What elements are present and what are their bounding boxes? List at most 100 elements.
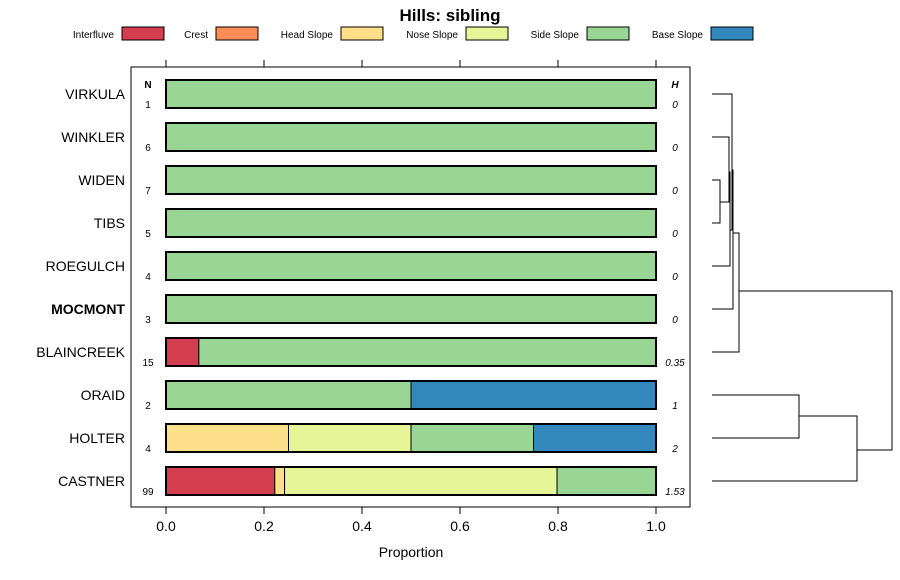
bar-outline xyxy=(165,165,657,195)
h-value: 0 xyxy=(672,315,678,326)
n-value: 5 xyxy=(145,229,151,240)
row-label: ORAID xyxy=(81,387,125,403)
bar-outline xyxy=(165,294,657,324)
legend-swatch xyxy=(465,26,509,41)
row-label: MOCMONT xyxy=(51,301,125,317)
legend-label: Crest xyxy=(184,30,208,41)
dendrogram xyxy=(712,93,893,482)
legend: Interfluve Crest Head Slope Nose Slope Side … xyxy=(73,26,754,41)
x-tick-label: 0.0 xyxy=(156,518,176,534)
n-value: 6 xyxy=(145,143,151,154)
bar-segment xyxy=(410,423,534,453)
bar-outline xyxy=(165,466,657,496)
n-column-header: N xyxy=(144,80,151,91)
n-value: 2 xyxy=(145,401,151,412)
row-label: HOLTER xyxy=(69,430,125,446)
h-value: 1 xyxy=(672,401,678,412)
bar-row: ORAID 2 1 xyxy=(81,380,678,412)
bar-outline xyxy=(165,122,657,152)
row-label: CASTNER xyxy=(58,473,125,489)
bar-segment xyxy=(165,380,412,410)
dendrogram-branch xyxy=(739,290,893,451)
legend-label: Side Slope xyxy=(531,30,580,41)
x-axis-title: Proportion xyxy=(379,544,444,560)
legend-swatch xyxy=(586,26,630,41)
bar-outline xyxy=(165,423,657,453)
h-value: 0.35 xyxy=(665,358,685,369)
legend-label: Interfluve xyxy=(73,30,115,41)
bar-row: VIRKULA 1 0 xyxy=(65,79,678,111)
legend-label: Head Slope xyxy=(281,30,334,41)
bar-segment xyxy=(198,337,657,367)
chart-title: Hills: sibling xyxy=(399,6,500,25)
bar-outline xyxy=(165,380,657,410)
bar-segment xyxy=(165,466,276,496)
bar-segment xyxy=(165,208,657,238)
bar-rows: VIRKULA 1 0 WINKLER 6 0 WIDEN 7 0 TIBS 5 0 ROEGULCH 4… xyxy=(36,79,685,498)
x-axis: 0.0 0.2 0.4 0.6 0.8 1.0 xyxy=(156,60,666,534)
bar-segment xyxy=(165,251,657,281)
n-value: 99 xyxy=(142,487,154,498)
bar-segment xyxy=(165,423,289,453)
h-value: 1.53 xyxy=(665,487,685,498)
h-value: 0 xyxy=(672,186,678,197)
h-value: 0 xyxy=(672,272,678,283)
bar-outline xyxy=(165,208,657,238)
bar-segment xyxy=(274,466,286,496)
dendrogram-branch xyxy=(712,415,858,482)
h-value: 2 xyxy=(671,444,678,455)
n-value: 4 xyxy=(145,444,151,455)
h-value: 0 xyxy=(672,229,678,240)
bar-row: WINKLER 6 0 xyxy=(61,122,678,154)
x-tick-label: 0.6 xyxy=(450,518,470,534)
h-column-header: H xyxy=(671,80,679,91)
bar-segment xyxy=(533,423,657,453)
x-tick-label: 0.8 xyxy=(548,518,568,534)
row-label: WIDEN xyxy=(78,172,125,188)
bar-row: CASTNER 99 1.53 xyxy=(58,466,685,498)
h-value: 0 xyxy=(672,143,678,154)
h-value: 0 xyxy=(672,100,678,111)
x-tick-label: 0.4 xyxy=(352,518,372,534)
legend-label: Base Slope xyxy=(652,30,704,41)
bar-segment xyxy=(165,165,657,195)
bar-segment xyxy=(165,337,200,367)
n-value: 7 xyxy=(145,186,151,197)
n-value: 4 xyxy=(145,272,151,283)
bar-row: BLAINCREEK 15 0.35 xyxy=(36,337,685,369)
row-label: VIRKULA xyxy=(65,86,126,102)
n-value: 15 xyxy=(142,358,154,369)
bar-segment xyxy=(165,294,657,324)
bar-outline xyxy=(165,337,657,367)
dendrogram-branch xyxy=(712,136,730,203)
bar-segment xyxy=(165,79,657,109)
legend-swatch xyxy=(121,26,165,41)
bar-row: HOLTER 4 2 xyxy=(69,423,678,455)
bar-segment xyxy=(556,466,657,496)
n-value: 3 xyxy=(145,315,151,326)
legend-label: Nose Slope xyxy=(406,30,458,41)
bar-row: TIBS 5 0 xyxy=(94,208,678,240)
bar-segment xyxy=(165,122,657,152)
n-value: 1 xyxy=(145,100,151,111)
dendrogram-branch xyxy=(712,179,721,224)
row-label: TIBS xyxy=(94,215,125,231)
x-tick-label: 0.2 xyxy=(254,518,274,534)
dendrogram-branch xyxy=(712,93,733,231)
legend-swatch xyxy=(340,26,384,41)
row-label: BLAINCREEK xyxy=(36,344,125,360)
row-label: ROEGULCH xyxy=(46,258,125,274)
dendrogram-branch xyxy=(712,171,731,267)
plot-panel xyxy=(130,66,691,508)
bar-outline xyxy=(165,79,657,109)
bar-segment xyxy=(284,466,558,496)
bar-segment xyxy=(410,380,657,410)
dendrogram-branch xyxy=(712,169,734,310)
bar-row: WIDEN 7 0 xyxy=(78,165,678,197)
legend-swatch xyxy=(215,26,259,41)
row-label: WINKLER xyxy=(61,129,125,145)
dendrogram-branch xyxy=(712,232,740,353)
dendrogram-branch xyxy=(712,394,800,439)
x-tick-label: 1.0 xyxy=(646,518,666,534)
